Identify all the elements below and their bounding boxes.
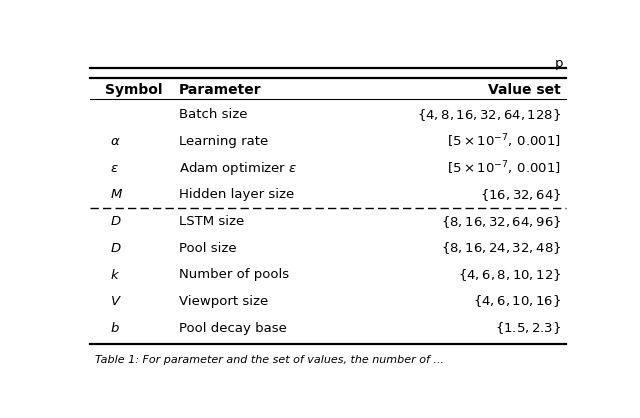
- Text: Pool decay base: Pool decay base: [179, 321, 287, 335]
- Text: $\{4, 8, 16, 32, 64, 128\}$: $\{4, 8, 16, 32, 64, 128\}$: [417, 107, 561, 123]
- Text: Hidden layer size: Hidden layer size: [179, 189, 294, 201]
- Text: $\{1.5, 2.3\}$: $\{1.5, 2.3\}$: [495, 320, 561, 336]
- Text: $V$: $V$: [110, 295, 122, 308]
- Text: $M$: $M$: [110, 189, 123, 201]
- Text: LSTM size: LSTM size: [179, 215, 244, 228]
- Text: $\{8, 16, 24, 32, 48\}$: $\{8, 16, 24, 32, 48\}$: [441, 240, 561, 256]
- Text: $D$: $D$: [110, 242, 122, 255]
- Text: Number of pools: Number of pools: [179, 268, 289, 281]
- Text: $\{4, 6, 10, 16\}$: $\{4, 6, 10, 16\}$: [473, 293, 561, 309]
- Text: Learning rate: Learning rate: [179, 135, 268, 148]
- Text: $\epsilon$: $\epsilon$: [110, 162, 118, 175]
- Text: Symbol: Symbol: [105, 83, 163, 97]
- Text: $b$: $b$: [110, 321, 120, 335]
- Text: $\{4, 6, 8, 10, 12\}$: $\{4, 6, 8, 10, 12\}$: [458, 267, 561, 283]
- Text: $\{16, 32, 64\}$: $\{16, 32, 64\}$: [479, 187, 561, 203]
- Text: Value set: Value set: [488, 83, 561, 97]
- Text: Table 1: For parameter and the set of values, the number of ...: Table 1: For parameter and the set of va…: [95, 355, 444, 365]
- Text: $[5 \times 10^{-7},\, 0.001]$: $[5 \times 10^{-7},\, 0.001]$: [447, 133, 561, 150]
- Text: $D$: $D$: [110, 215, 122, 228]
- Text: $k$: $k$: [110, 268, 120, 282]
- Text: $\{8, 16, 32, 64, 96\}$: $\{8, 16, 32, 64, 96\}$: [441, 214, 561, 229]
- Text: Adam optimizer $\epsilon$: Adam optimizer $\epsilon$: [179, 160, 298, 177]
- Text: $\alpha$: $\alpha$: [110, 135, 120, 148]
- Text: Parameter: Parameter: [179, 83, 262, 97]
- Text: Pool size: Pool size: [179, 242, 237, 255]
- Text: Batch size: Batch size: [179, 109, 248, 122]
- Text: $[5 \times 10^{-7},\, 0.001]$: $[5 \times 10^{-7},\, 0.001]$: [447, 159, 561, 177]
- Text: Viewport size: Viewport size: [179, 295, 268, 308]
- Text: p: p: [555, 57, 564, 70]
